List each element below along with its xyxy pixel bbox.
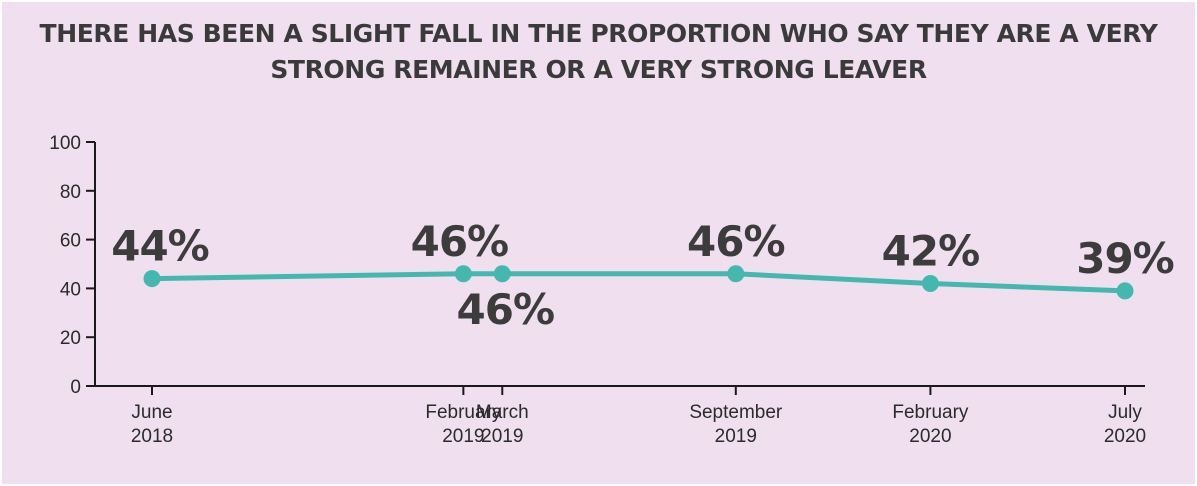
series-line — [149, 271, 1128, 294]
y-tick-label: 60 — [60, 231, 81, 252]
data-label: 46% — [457, 285, 555, 334]
data-point — [454, 265, 472, 283]
x-tick-label: February — [892, 402, 969, 423]
x-tick-label: 2019 — [715, 426, 757, 447]
x-tick-label: September — [689, 402, 783, 423]
data-label: 42% — [882, 227, 980, 276]
x-tick-label: 2018 — [131, 426, 173, 447]
data-point — [921, 275, 939, 293]
data-point — [727, 265, 745, 283]
y-tick-label: 40 — [60, 279, 81, 300]
x-tick-label: 2020 — [909, 426, 951, 447]
data-label: 39% — [1076, 234, 1174, 283]
x-tick-label: March — [476, 402, 529, 423]
data-label: 44% — [111, 222, 209, 271]
y-tick-label: 100 — [49, 133, 81, 154]
y-tick-label: 80 — [60, 182, 81, 203]
data-label: 46% — [411, 217, 509, 266]
x-tick-label: June — [131, 402, 172, 423]
x-tick-label: 2019 — [481, 426, 523, 447]
x-tick-label: July — [1108, 402, 1142, 423]
data-point — [493, 265, 511, 283]
data-label: 46% — [687, 217, 785, 266]
chart-title: THERE HAS BEEN A SLIGHT FALL IN THE PROP… — [39, 19, 1158, 84]
y-tick-label: 20 — [60, 328, 81, 349]
x-tick-label: 2019 — [442, 426, 484, 447]
x-tick-label: 2020 — [1104, 426, 1146, 447]
x-tick-label: February — [425, 402, 502, 423]
y-tick-label: 0 — [70, 377, 81, 398]
data-point — [1116, 282, 1134, 300]
data-point — [143, 270, 161, 288]
